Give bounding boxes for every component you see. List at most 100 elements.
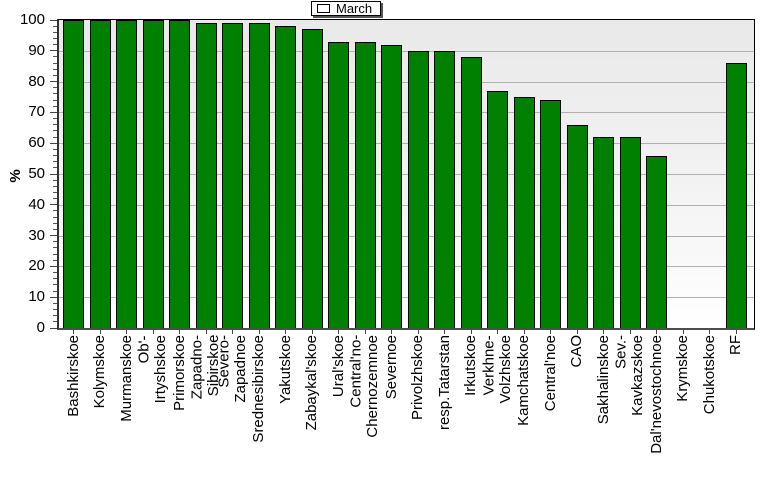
y-major-tick [50,142,57,144]
x-axis-label: Ob'- Irtyshskoe [135,335,170,404]
x-axis-label: Yakutskoe [276,335,294,404]
y-minor-tick [53,161,57,163]
y-minor-tick [53,148,57,150]
y-minor-tick [53,118,57,120]
x-tick [470,330,472,334]
y-major-tick [50,327,57,329]
plot-area [57,19,755,330]
legend-label: March [336,1,373,16]
x-tick [603,330,604,334]
y-major-tick [50,204,57,206]
x-tick [735,330,737,334]
y-major-tick [50,235,57,237]
bar [195,23,217,328]
y-tick-label: 60 [28,134,45,152]
y-major-tick [50,81,57,83]
bar [116,20,137,328]
x-axis-label: Zabaykal'skoe [302,335,320,431]
y-minor-tick [53,247,57,249]
bar [540,100,561,328]
y-minor-tick [53,93,57,95]
y-minor-tick [53,302,57,304]
y-minor-tick [53,315,57,317]
x-tick [523,330,525,334]
x-axis-label: Irkutskoe [461,335,479,396]
y-minor-tick [53,253,57,255]
y-tick-label: 70 [28,103,45,121]
x-axis-label: Dal'nevostochnoe [647,335,665,454]
y-minor-tick [53,68,57,70]
bar [328,42,349,328]
x-tick [550,330,551,334]
x-tick [258,330,260,334]
y-minor-tick [53,309,57,311]
bar [487,91,508,328]
bar [301,29,323,328]
x-axis-label: Murmanskoe [117,335,135,422]
y-minor-tick [53,284,57,286]
x-tick [709,330,710,334]
y-major-tick [50,265,57,267]
x-axis-label: Sakhalinskoe [594,335,612,425]
y-tick-label: 90 [28,41,45,59]
x-tick [285,330,286,334]
x-axis-label: CAO [567,335,585,368]
y-minor-tick [53,290,57,292]
y-minor-tick [53,210,57,212]
bar [646,156,667,328]
x-tick [576,330,578,334]
x-tick [391,330,392,334]
y-minor-tick [53,185,57,187]
y-minor-tick [53,62,57,64]
bar [513,97,535,328]
bar [248,23,270,328]
bar [381,45,402,328]
x-tick [126,330,127,334]
legend-swatch-icon [317,4,330,13]
bar [619,137,641,328]
x-tick [179,330,180,334]
x-tick [497,330,498,334]
bar [593,137,614,328]
gridline [59,235,754,237]
x-axis-label: Bashkirskoe [64,335,82,417]
gridline [59,174,754,175]
y-tick-label: 30 [28,226,45,244]
x-axis-label: Chukotskoe [700,335,718,415]
y-tick-label: 50 [28,165,45,182]
y-minor-tick [53,259,57,261]
y-tick-label: 0 [36,319,45,336]
x-tick [656,330,657,334]
x-tick [444,330,445,334]
y-minor-tick [53,130,57,132]
y-minor-tick [53,179,57,181]
y-minor-tick [53,216,57,218]
y-minor-tick [53,321,57,323]
x-axis-label: Verkhne- Volzhskoe [480,335,514,404]
bar [222,23,243,328]
gridline [59,143,754,145]
x-axis-label: Srednesibirskoe [249,335,267,443]
x-axis-label: resp.Tatarstan [435,335,453,431]
y-minor-tick [53,198,57,200]
y-minor-tick [53,87,57,89]
y-minor-tick [53,222,57,224]
x-tick [417,330,419,334]
y-minor-tick [53,37,57,39]
x-tick [205,330,207,334]
y-tick-label: 100 [19,11,45,28]
y-minor-tick [53,44,57,46]
x-tick [232,330,233,334]
x-tick [73,330,74,334]
y-minor-tick [53,241,57,243]
bar [725,63,747,328]
x-axis-label: Kamchatskoe [514,335,532,426]
y-major-tick [50,173,57,175]
x-axis-label: RF [726,335,744,355]
bar [142,20,164,328]
x-tick [682,330,684,334]
bar [63,20,84,328]
y-minor-tick [53,25,57,27]
x-tick [311,330,313,334]
